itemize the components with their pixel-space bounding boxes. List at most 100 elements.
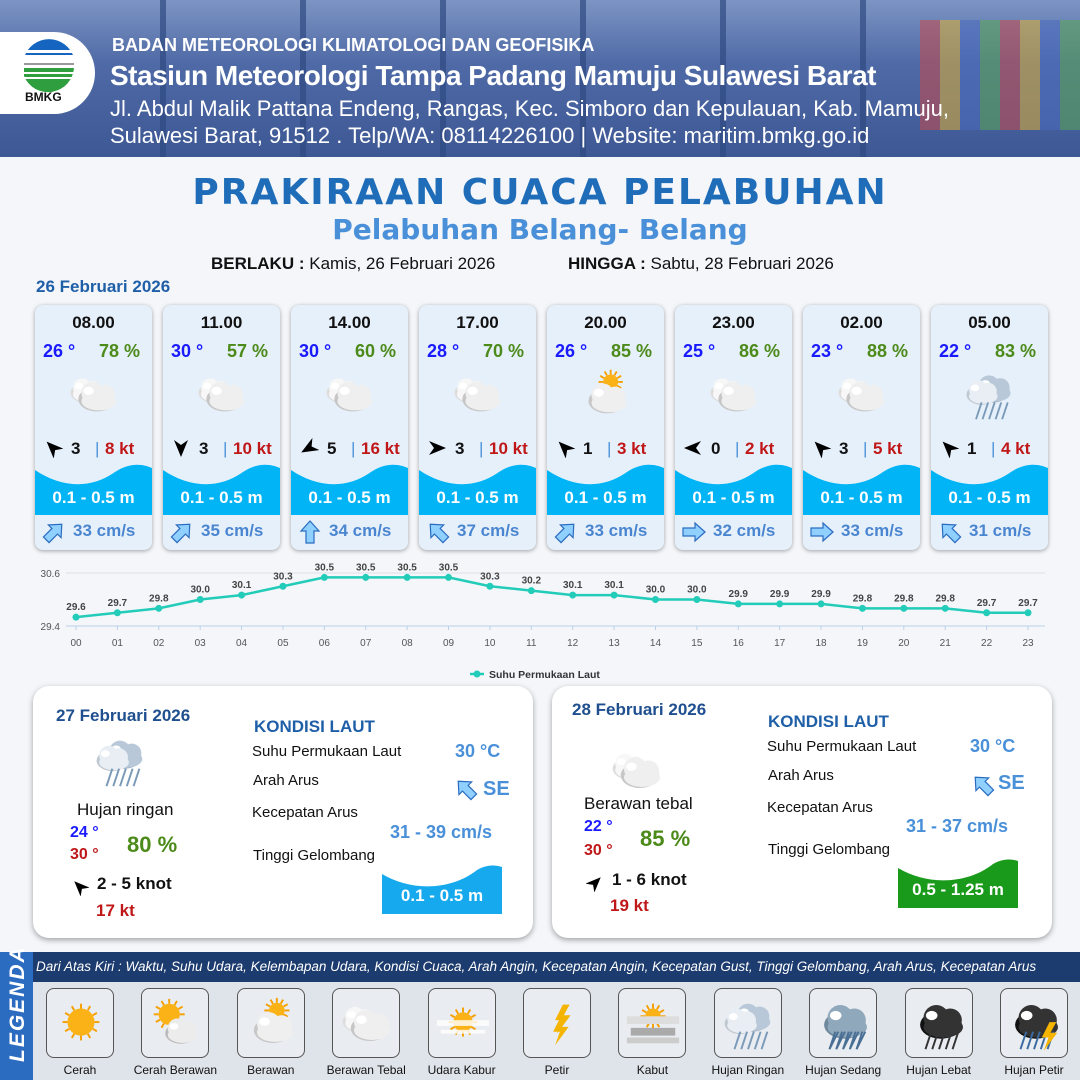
data-point[interactable] xyxy=(610,591,618,599)
wave-graphic: 0.1 - 0.5 m xyxy=(382,864,502,919)
legend-cerah-berawan-icon xyxy=(141,988,210,1058)
data-point[interactable] xyxy=(279,582,287,590)
gust-speed: 8 kt xyxy=(105,439,135,458)
data-label: 30.3 xyxy=(273,571,293,582)
forecast-card: 11.00 30 ° 57 % 3 | 10 kt 0.1 - 0.5 m 35 cm/s xyxy=(163,305,280,550)
air-temperature: 26 ° xyxy=(43,341,76,361)
data-label: 30.3 xyxy=(480,571,500,582)
separator: | xyxy=(95,439,100,458)
data-point[interactable] xyxy=(238,591,246,599)
current-speed: 34 cm/s xyxy=(329,521,392,540)
data-point[interactable] xyxy=(445,573,453,581)
current-direction-icon xyxy=(169,519,195,545)
data-point[interactable] xyxy=(817,600,825,608)
berawan-tebal-icon xyxy=(703,367,765,423)
station-name: Stasiun Meteorologi Tampa Padang Mamuju … xyxy=(110,60,876,91)
data-label: 29.7 xyxy=(1018,598,1038,609)
wave-graphic xyxy=(419,464,536,515)
sst-value: 30 °C xyxy=(970,736,1016,756)
data-point[interactable] xyxy=(362,573,370,581)
x-tick-label: 04 xyxy=(236,638,248,649)
data-label: 29.8 xyxy=(853,593,873,604)
forecast-time: 02.00 xyxy=(840,313,883,332)
wave-height-value: 0.1 - 0.5 m xyxy=(400,886,484,905)
legend-hujan-sedang-icon xyxy=(809,988,878,1058)
legend-label: Hujan Ringan xyxy=(711,1063,785,1077)
air-temperature: 30 ° xyxy=(171,341,204,361)
current-speed-label: Kecepatan Arus xyxy=(767,799,873,816)
data-point[interactable] xyxy=(155,604,163,612)
wind-direction-icon xyxy=(683,438,703,458)
x-tick-label: 22 xyxy=(981,638,993,649)
wind-direction-icon xyxy=(427,438,447,458)
gust-speed: 10 kt xyxy=(489,439,528,458)
gust-speed: 2 kt xyxy=(745,439,775,458)
humidity: 85 % xyxy=(610,341,652,361)
data-point[interactable] xyxy=(486,582,494,590)
x-tick-label: 17 xyxy=(774,638,786,649)
current-direction-label: Arah Arus xyxy=(253,772,319,789)
data-point[interactable] xyxy=(113,609,121,617)
legend-label: Hujan Sedang xyxy=(805,1063,882,1077)
data-point[interactable] xyxy=(983,609,991,617)
data-point[interactable] xyxy=(196,596,204,603)
x-tick-label: 08 xyxy=(402,638,414,649)
x-tick-label: 00 xyxy=(70,638,82,649)
data-point[interactable] xyxy=(1024,609,1032,617)
x-tick-label: 01 xyxy=(112,638,124,649)
weather-label: Hujan ringan xyxy=(77,800,174,819)
legend-label: Cerah xyxy=(63,1063,97,1077)
current-direction-value: SE xyxy=(483,778,510,800)
x-tick-label: 16 xyxy=(733,638,745,649)
wave-height: 0.1 - 0.5 m xyxy=(692,488,775,507)
port-name: Pelabuhan Belang- Belang xyxy=(332,213,748,246)
current-speed-value: 31 - 39 cm/s xyxy=(390,822,493,842)
data-point[interactable] xyxy=(651,596,659,603)
agency-name: BADAN METEOROLOGI KLIMATOLOGI DAN GEOFIS… xyxy=(112,35,595,55)
data-label: 29.7 xyxy=(977,598,997,609)
wave-height: 0.1 - 0.5 m xyxy=(308,488,391,507)
wind-speed: 3 xyxy=(455,439,465,458)
data-label: 30.5 xyxy=(397,562,417,573)
data-point[interactable] xyxy=(858,604,866,612)
forecast-card: 23.00 25 ° 86 % 0 | 2 kt 0.1 - 0.5 m 32 cm/s xyxy=(675,305,792,550)
data-label: 30.5 xyxy=(315,562,335,573)
sea-condition-title: KONDISI LAUT xyxy=(768,712,889,731)
data-point[interactable] xyxy=(900,604,908,612)
current-direction-value: SE xyxy=(998,772,1025,794)
data-point[interactable] xyxy=(569,591,577,599)
data-label: 30.0 xyxy=(190,585,210,596)
data-label: 30.0 xyxy=(646,585,666,596)
data-point[interactable] xyxy=(72,613,80,621)
air-temperature: 30 ° xyxy=(299,341,332,361)
legend-label[interactable]: Suhu Permukaan Laut xyxy=(489,669,600,681)
x-tick-label: 10 xyxy=(484,638,496,649)
data-label: 29.8 xyxy=(894,593,914,604)
data-point[interactable] xyxy=(403,573,411,581)
forecast-time: 05.00 xyxy=(968,313,1011,332)
wind-direction-icon xyxy=(811,438,832,459)
hujan-ringan-icon xyxy=(91,726,151,796)
legend-kabut-icon xyxy=(618,988,687,1058)
air-temperature: 25 ° xyxy=(683,341,716,361)
daily-panel: 27 Februari 2026 Hujan ringan 24 ° 30 ° 80 %… xyxy=(33,686,533,938)
current-direction-icon xyxy=(425,519,451,545)
data-point[interactable] xyxy=(776,600,784,608)
data-point[interactable] xyxy=(693,596,701,603)
separator: | xyxy=(863,439,868,458)
wave-height: 0.1 - 0.5 m xyxy=(180,488,263,507)
data-point[interactable] xyxy=(941,604,949,612)
wave-height-value: 0.5 - 1.25 m xyxy=(912,880,1004,899)
sst-label: Suhu Permukaan Laut xyxy=(252,743,402,760)
data-point[interactable] xyxy=(320,573,328,581)
data-point[interactable] xyxy=(527,587,535,595)
gust-speed: 17 kt xyxy=(96,901,135,920)
data-point[interactable] xyxy=(734,600,742,608)
gust-speed: 10 kt xyxy=(233,439,272,458)
x-tick-label: 06 xyxy=(319,638,331,649)
x-tick-label: 05 xyxy=(277,638,289,649)
wave-graphic xyxy=(291,464,408,515)
address-line-1: Jl. Abdul Malik Pattana Endeng, Rangas, … xyxy=(110,96,949,121)
legend-udara-kabur-icon xyxy=(427,988,496,1058)
separator: | xyxy=(735,439,740,458)
